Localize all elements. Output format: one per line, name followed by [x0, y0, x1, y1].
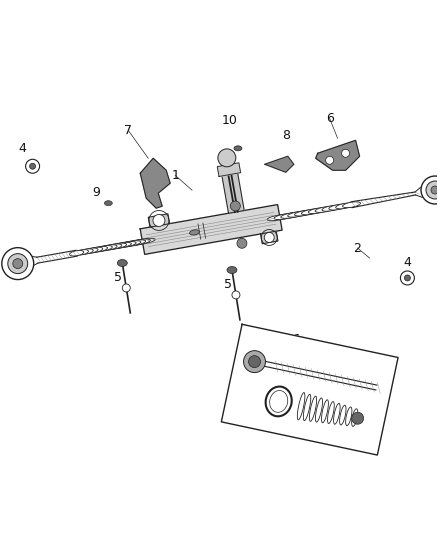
Circle shape [421, 176, 438, 204]
Ellipse shape [297, 392, 305, 420]
Polygon shape [316, 140, 360, 170]
Text: 8: 8 [282, 129, 290, 142]
Text: 6: 6 [326, 112, 334, 125]
Circle shape [153, 214, 165, 227]
Ellipse shape [70, 251, 84, 256]
Circle shape [13, 259, 23, 269]
Ellipse shape [118, 241, 141, 247]
Polygon shape [261, 231, 278, 244]
Ellipse shape [267, 214, 293, 221]
Ellipse shape [274, 213, 299, 220]
Circle shape [122, 284, 130, 292]
Text: 2: 2 [353, 241, 361, 255]
Circle shape [426, 181, 438, 199]
Ellipse shape [308, 207, 330, 214]
Ellipse shape [288, 211, 311, 217]
Circle shape [30, 163, 35, 169]
Circle shape [264, 232, 274, 243]
Ellipse shape [86, 247, 103, 253]
Circle shape [431, 186, 438, 194]
Ellipse shape [113, 241, 136, 248]
Ellipse shape [117, 260, 127, 266]
Ellipse shape [90, 246, 107, 252]
Text: 7: 7 [124, 124, 132, 137]
Polygon shape [265, 156, 294, 172]
Ellipse shape [270, 391, 288, 413]
Circle shape [8, 254, 28, 273]
Circle shape [237, 238, 247, 248]
Polygon shape [221, 169, 244, 213]
Circle shape [248, 356, 261, 368]
Ellipse shape [334, 403, 340, 424]
Circle shape [400, 271, 414, 285]
Ellipse shape [352, 409, 358, 426]
Ellipse shape [234, 146, 242, 151]
Text: 5: 5 [224, 278, 232, 292]
Circle shape [232, 291, 240, 299]
Text: 1: 1 [171, 169, 179, 182]
Ellipse shape [301, 208, 324, 215]
Ellipse shape [74, 249, 88, 255]
Circle shape [25, 159, 39, 173]
Ellipse shape [98, 245, 117, 251]
Text: 5: 5 [114, 271, 122, 285]
Polygon shape [140, 158, 170, 208]
Polygon shape [140, 205, 282, 254]
Ellipse shape [336, 203, 354, 209]
Ellipse shape [227, 266, 237, 273]
Ellipse shape [322, 205, 342, 211]
Text: 9: 9 [92, 185, 100, 199]
Ellipse shape [309, 396, 317, 421]
Circle shape [404, 275, 410, 281]
Circle shape [2, 248, 34, 280]
Ellipse shape [110, 243, 131, 248]
Ellipse shape [328, 401, 334, 424]
Circle shape [352, 412, 364, 424]
Circle shape [230, 201, 240, 211]
Ellipse shape [102, 244, 122, 250]
Ellipse shape [343, 202, 360, 208]
Circle shape [218, 149, 236, 167]
Ellipse shape [321, 400, 328, 423]
Ellipse shape [106, 243, 127, 249]
Ellipse shape [294, 209, 317, 216]
Ellipse shape [78, 249, 93, 254]
Ellipse shape [329, 204, 348, 210]
Text: 11: 11 [287, 333, 303, 346]
Ellipse shape [281, 212, 305, 219]
Circle shape [244, 351, 265, 373]
Polygon shape [217, 163, 240, 176]
Ellipse shape [130, 238, 155, 245]
Text: 4: 4 [19, 142, 27, 155]
Ellipse shape [265, 386, 292, 416]
Circle shape [326, 156, 334, 164]
Ellipse shape [315, 398, 322, 422]
Ellipse shape [122, 240, 146, 246]
Ellipse shape [81, 248, 98, 254]
Ellipse shape [339, 405, 346, 425]
Ellipse shape [94, 246, 112, 252]
Ellipse shape [346, 407, 352, 426]
Polygon shape [148, 214, 170, 227]
Ellipse shape [190, 230, 199, 235]
Ellipse shape [315, 206, 336, 212]
Circle shape [342, 149, 350, 157]
Text: 4: 4 [403, 255, 411, 269]
Ellipse shape [104, 200, 112, 206]
Text: 10: 10 [222, 114, 238, 127]
Ellipse shape [304, 394, 311, 421]
Ellipse shape [126, 239, 150, 246]
Polygon shape [221, 324, 398, 455]
